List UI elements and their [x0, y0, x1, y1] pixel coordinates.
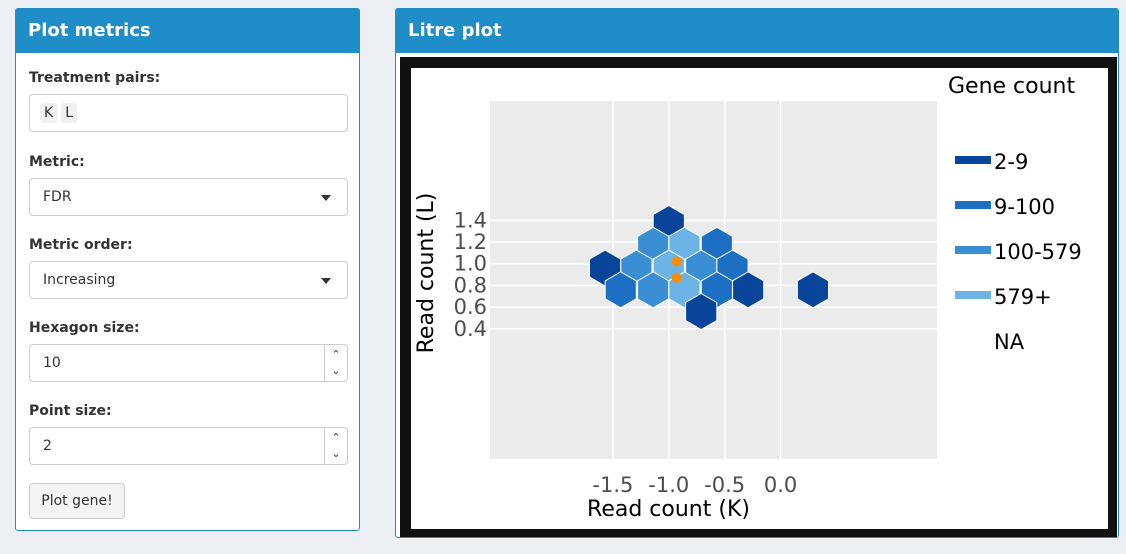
chevron-down-icon[interactable]: ⌄ — [331, 364, 341, 377]
litre-plot-panel: Litre plot -1.5 -1.0 -0.5 0.0 0.4 0.6 0.8 1.0 1.… — [395, 8, 1119, 538]
y-tick-label: 1.2 — [454, 230, 487, 254]
litre-plot-title: Litre plot — [396, 9, 1118, 53]
point-size-value: 2 — [43, 438, 52, 454]
y-tick-label: 1.0 — [454, 252, 487, 276]
hexagon-size-stepper[interactable]: ⌃ ⌄ — [324, 345, 347, 381]
hexagon-size-label: Hexagon size: — [29, 320, 140, 336]
legend-key — [955, 156, 991, 164]
metric-value: FDR — [43, 189, 72, 205]
chevron-down-icon[interactable]: ⌄ — [331, 447, 341, 460]
metric-order-select[interactable]: Increasing — [29, 261, 348, 299]
y-tick-label: 0.8 — [454, 273, 487, 297]
x-axis-label: Read count (K) — [587, 497, 750, 522]
metric-order-label: Metric order: — [29, 237, 133, 253]
legend-key — [955, 201, 991, 209]
hexbin-cell — [604, 271, 637, 309]
plot-canvas: -1.5 -1.0 -0.5 0.0 0.4 0.6 0.8 1.0 1.2 1.4 Read co… — [411, 68, 1108, 529]
chevron-down-icon — [321, 278, 331, 284]
legend-key — [955, 291, 991, 299]
legend-label: NA — [994, 330, 1025, 354]
legend-label: 2-9 — [994, 150, 1028, 174]
metric-select[interactable]: FDR — [29, 178, 348, 216]
hexagon-size-value: 10 — [43, 355, 61, 371]
y-tick-label: 0.4 — [454, 317, 487, 341]
metric-label: Metric: — [29, 154, 85, 170]
treatment-chip[interactable]: K — [40, 103, 58, 123]
legend-label: 579+ — [994, 285, 1052, 309]
y-tick-label: 0.6 — [454, 295, 487, 319]
plot-gene-button[interactable]: Plot gene! — [29, 483, 125, 519]
legend-label: 9-100 — [994, 195, 1055, 219]
hexbin-cell — [732, 271, 765, 309]
x-tick-label: 0.0 — [764, 473, 797, 497]
point-size-stepper[interactable]: ⌃ ⌄ — [324, 428, 347, 464]
gene-point — [671, 272, 682, 283]
plot-metrics-title: Plot metrics — [16, 9, 359, 53]
legend-title: Gene count — [948, 74, 1075, 99]
x-tick-label: -0.5 — [704, 473, 745, 497]
y-axis-label: Read count (L) — [414, 193, 439, 354]
gene-point — [671, 256, 682, 267]
x-tick-label: -1.0 — [648, 473, 689, 497]
legend-key — [955, 246, 991, 254]
hexagon-size-input[interactable]: 10 ⌃ ⌄ — [29, 344, 348, 382]
legend-label: 100-579 — [994, 240, 1082, 264]
chevron-up-icon[interactable]: ⌃ — [331, 348, 341, 361]
litre-plot-chart: -1.5 -1.0 -0.5 0.0 0.40.60.81.01.21.4 Read co… — [414, 74, 1082, 522]
y-tick-label: 1.4 — [454, 208, 487, 232]
point-size-label: Point size: — [29, 403, 112, 419]
chevron-up-icon[interactable]: ⌃ — [331, 431, 341, 444]
treatment-chip[interactable]: L — [61, 103, 77, 123]
treatment-pairs-label: Treatment pairs: — [29, 70, 161, 86]
plot-frame: -1.5 -1.0 -0.5 0.0 0.4 0.6 0.8 1.0 1.2 1.4 Read co… — [400, 57, 1117, 537]
point-size-input[interactable]: 2 ⌃ ⌄ — [29, 427, 348, 465]
chevron-down-icon — [321, 195, 331, 201]
hexbin-cell — [796, 271, 829, 309]
x-tick-label: -1.5 — [592, 473, 633, 497]
hexbin-cell — [685, 292, 718, 331]
metric-order-value: Increasing — [43, 272, 116, 288]
